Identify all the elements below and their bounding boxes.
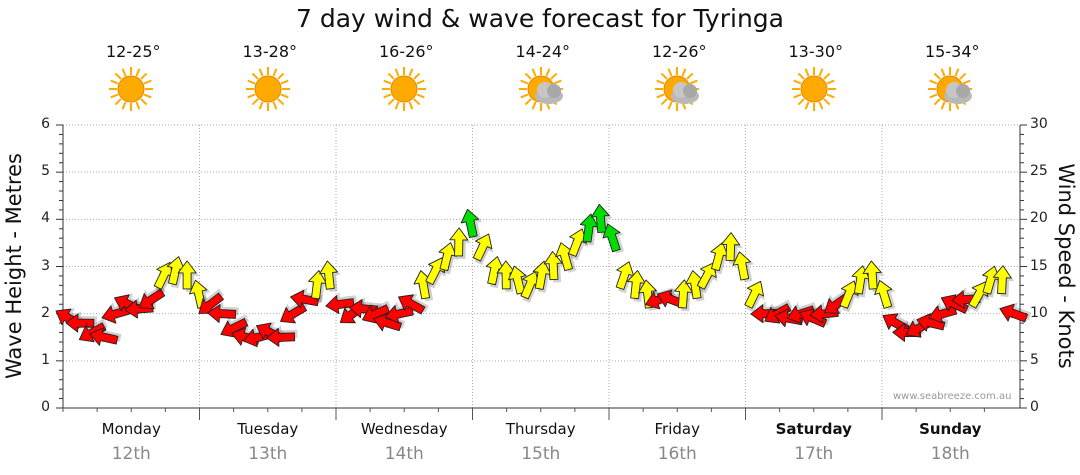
day-name: Monday bbox=[101, 420, 161, 438]
y-axis-left-label: Wave Height - Metres bbox=[2, 153, 26, 379]
y-tick-label-left: 0 bbox=[41, 399, 50, 415]
y-tick-label-left: 4 bbox=[41, 210, 50, 227]
day-name: Tuesday bbox=[237, 420, 299, 438]
watermark: www.seabreeze.com.au bbox=[893, 391, 1012, 402]
day-date: 16th bbox=[657, 444, 697, 464]
wind-arrow bbox=[744, 280, 765, 313]
sun-icon bbox=[245, 67, 290, 111]
y-tick-label-right: 15 bbox=[1030, 257, 1048, 274]
wind-arrow bbox=[138, 284, 166, 310]
temperature-range: 13-28° bbox=[242, 42, 298, 61]
weather-forecast: 13-28° bbox=[220, 42, 320, 113]
sun-icon bbox=[791, 67, 836, 111]
day-date: 18th bbox=[930, 444, 970, 464]
wind-arrow bbox=[602, 223, 625, 254]
y-tick-label-right: 0 bbox=[1030, 399, 1039, 415]
temperature-range: 13-30° bbox=[788, 42, 844, 61]
y-tick-label-right: 30 bbox=[1030, 116, 1048, 132]
weather-forecast: 12-26° bbox=[629, 42, 729, 113]
weather-forecast: 16-26° bbox=[356, 42, 456, 113]
temperature-range: 16-26° bbox=[379, 42, 434, 61]
wind-arrow bbox=[543, 251, 566, 283]
wind-arrow bbox=[696, 262, 718, 294]
y-tick-label-left: 2 bbox=[41, 304, 50, 321]
y-tick-label-left: 1 bbox=[41, 351, 50, 368]
wind-arrow bbox=[992, 265, 1015, 297]
day-name: Sunday bbox=[919, 420, 982, 438]
wind-arrow bbox=[839, 280, 860, 313]
wind-arrow bbox=[319, 260, 341, 292]
day-date: 15th bbox=[521, 444, 561, 464]
wind-arrow bbox=[398, 293, 429, 315]
weather-forecast: 14-24° bbox=[493, 42, 593, 113]
day-name: Thursday bbox=[505, 420, 576, 438]
weather-forecast: 13-30° bbox=[766, 42, 866, 113]
day-name: Friday bbox=[654, 420, 700, 438]
partly-cloudy-icon bbox=[518, 67, 563, 111]
day-date: 12th bbox=[111, 444, 151, 464]
wind-arrow bbox=[472, 233, 494, 266]
wind-arrow bbox=[874, 280, 896, 311]
y-tick-label-left: 6 bbox=[41, 116, 50, 132]
wind-arrow bbox=[290, 287, 323, 309]
wind-arrow bbox=[325, 292, 357, 314]
y-tick-label-right: 10 bbox=[1030, 304, 1048, 321]
day-name: Wednesday bbox=[360, 420, 448, 438]
wind-arrow bbox=[220, 314, 250, 338]
day-date: 17th bbox=[794, 444, 834, 464]
y-tick-label-left: 3 bbox=[41, 257, 50, 274]
wind-arrow bbox=[460, 208, 483, 240]
wind-arrow bbox=[615, 261, 636, 294]
wind-arrow bbox=[721, 232, 743, 264]
temperature-range: 12-25° bbox=[106, 42, 161, 61]
sun-icon bbox=[382, 67, 427, 111]
weather-forecast: 15-34° bbox=[902, 42, 1002, 113]
day-name: Saturday bbox=[775, 420, 852, 438]
wind-arrow bbox=[449, 227, 471, 260]
y-tick-label-left: 5 bbox=[41, 163, 50, 180]
sun-icon bbox=[109, 67, 154, 111]
wind-arrow bbox=[579, 213, 601, 246]
wind-arrow bbox=[999, 302, 1032, 323]
wind-arrow bbox=[532, 260, 554, 293]
chart-title: 7 day wind & wave forecast for Tyringa bbox=[296, 4, 784, 33]
day-date: 14th bbox=[384, 444, 424, 464]
wind-arrow bbox=[89, 325, 122, 346]
y-tick-label-right: 5 bbox=[1030, 351, 1039, 368]
partly-cloudy-icon bbox=[928, 67, 973, 111]
temperature-range: 15-34° bbox=[925, 42, 980, 61]
wind-arrow bbox=[266, 325, 298, 347]
wind-arrow bbox=[764, 299, 793, 324]
y-tick-label-right: 20 bbox=[1030, 210, 1048, 227]
partly-cloudy-icon bbox=[655, 67, 700, 111]
wind-arrow bbox=[674, 279, 696, 312]
y-tick-label-right: 25 bbox=[1030, 163, 1048, 180]
wind-arrow bbox=[177, 260, 200, 292]
wind-arrow bbox=[207, 301, 239, 323]
temperature-range: 12-26° bbox=[652, 42, 707, 61]
wind-arrow bbox=[65, 311, 97, 333]
temperature-range: 14-24° bbox=[515, 42, 571, 61]
day-date: 13th bbox=[248, 444, 288, 464]
weather-forecast: 12-25° bbox=[83, 42, 183, 113]
wind-arrow bbox=[732, 251, 755, 283]
